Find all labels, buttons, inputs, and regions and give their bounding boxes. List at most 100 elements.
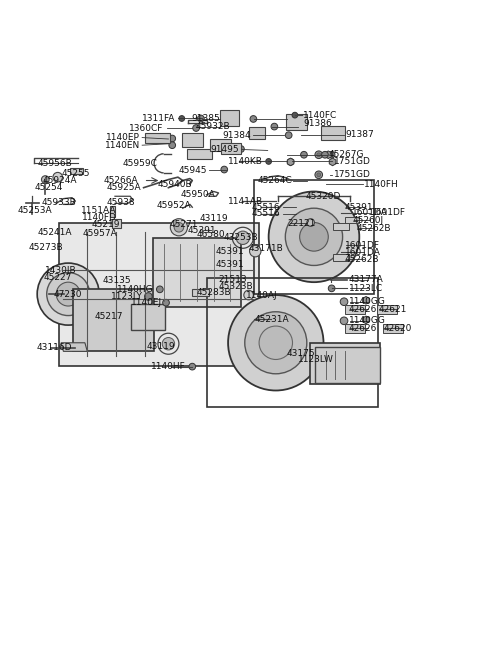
Text: 91385: 91385	[191, 115, 220, 123]
FancyBboxPatch shape	[315, 347, 380, 383]
Circle shape	[300, 151, 307, 158]
FancyBboxPatch shape	[333, 223, 349, 230]
Text: 45255: 45255	[61, 170, 90, 178]
Text: 45254: 45254	[35, 183, 63, 192]
Text: 45391: 45391	[215, 260, 244, 269]
Circle shape	[250, 116, 257, 122]
Circle shape	[266, 159, 272, 164]
FancyBboxPatch shape	[110, 206, 116, 217]
Polygon shape	[61, 343, 87, 351]
Text: 45260J: 45260J	[352, 215, 383, 225]
Text: 1141AB: 1141AB	[228, 196, 263, 206]
FancyBboxPatch shape	[210, 138, 231, 151]
FancyBboxPatch shape	[333, 255, 349, 261]
Circle shape	[189, 364, 196, 370]
Text: 1140FD: 1140FD	[82, 214, 117, 222]
Text: 45391: 45391	[215, 247, 244, 255]
Text: 45241A: 45241A	[37, 227, 72, 236]
Circle shape	[163, 299, 169, 306]
FancyBboxPatch shape	[220, 110, 239, 126]
Text: 45264C: 45264C	[258, 176, 292, 185]
Circle shape	[322, 151, 328, 158]
FancyBboxPatch shape	[286, 114, 307, 130]
Text: 45283B: 45283B	[197, 288, 232, 297]
Text: 42626: 42626	[349, 324, 377, 333]
FancyBboxPatch shape	[131, 304, 165, 330]
Circle shape	[307, 219, 314, 227]
Circle shape	[156, 286, 163, 293]
Text: 45217: 45217	[95, 312, 123, 320]
FancyBboxPatch shape	[70, 168, 83, 174]
FancyBboxPatch shape	[321, 126, 345, 140]
Text: 91386: 91386	[303, 119, 332, 128]
Text: 1140HG: 1140HG	[117, 285, 153, 294]
Text: 43253B: 43253B	[223, 233, 258, 242]
Text: 43135: 43135	[103, 276, 131, 285]
Text: 91387: 91387	[345, 130, 374, 139]
Text: 1140EN: 1140EN	[105, 141, 140, 150]
Circle shape	[198, 115, 204, 122]
Text: 1123LC: 1123LC	[349, 284, 383, 293]
Text: 45932B: 45932B	[196, 122, 230, 131]
Circle shape	[228, 295, 324, 390]
Text: 45945: 45945	[178, 166, 206, 174]
Circle shape	[259, 326, 292, 360]
Text: 1123LW: 1123LW	[298, 356, 334, 364]
FancyBboxPatch shape	[112, 219, 121, 228]
Circle shape	[245, 312, 307, 374]
Circle shape	[236, 231, 250, 244]
Circle shape	[292, 112, 298, 118]
Text: 45323B: 45323B	[218, 282, 253, 291]
Circle shape	[41, 176, 49, 183]
FancyBboxPatch shape	[192, 289, 209, 297]
Text: 1123LY: 1123LY	[111, 293, 143, 301]
Text: 45267G: 45267G	[328, 150, 364, 159]
Text: 1140EJ: 1140EJ	[131, 298, 162, 307]
Circle shape	[169, 135, 176, 142]
Text: 47230: 47230	[54, 290, 83, 299]
Text: 45516: 45516	[252, 203, 281, 212]
FancyBboxPatch shape	[145, 133, 170, 143]
Circle shape	[317, 153, 321, 157]
Circle shape	[300, 223, 328, 251]
Text: 45273B: 45273B	[29, 243, 63, 252]
FancyBboxPatch shape	[59, 223, 259, 365]
Text: 1751GD: 1751GD	[334, 170, 371, 179]
Text: 21513: 21513	[218, 275, 247, 284]
Circle shape	[250, 246, 261, 257]
Text: 45227: 45227	[44, 273, 72, 282]
Text: 1140FH: 1140FH	[364, 180, 399, 189]
Circle shape	[287, 159, 294, 165]
Text: 1360CF: 1360CF	[129, 124, 164, 133]
Text: 1601DA: 1601DA	[345, 248, 381, 257]
FancyBboxPatch shape	[310, 343, 380, 384]
Text: 1140HF: 1140HF	[151, 362, 186, 371]
FancyBboxPatch shape	[153, 238, 241, 307]
Circle shape	[162, 337, 175, 350]
Text: 91495: 91495	[210, 145, 239, 154]
FancyBboxPatch shape	[187, 149, 212, 159]
FancyBboxPatch shape	[345, 217, 359, 223]
Text: 1430JB: 1430JB	[45, 266, 77, 274]
Text: 45938: 45938	[107, 198, 135, 207]
Circle shape	[144, 293, 152, 300]
Circle shape	[269, 191, 360, 282]
Text: 45950A: 45950A	[180, 191, 215, 199]
FancyBboxPatch shape	[345, 324, 364, 333]
Text: 45924A: 45924A	[42, 176, 77, 185]
Circle shape	[285, 132, 292, 138]
Text: 1140KB: 1140KB	[228, 157, 263, 166]
Circle shape	[238, 145, 244, 153]
Text: 1751GD: 1751GD	[334, 157, 371, 166]
Text: 43171B: 43171B	[249, 244, 283, 253]
Circle shape	[340, 298, 348, 305]
Text: 45933B: 45933B	[42, 198, 77, 207]
FancyBboxPatch shape	[377, 305, 397, 314]
Text: 1140GG: 1140GG	[349, 316, 386, 326]
Text: 45516: 45516	[252, 210, 281, 218]
Text: 45253A: 45253A	[17, 206, 52, 215]
Text: 45940B: 45940B	[157, 180, 192, 189]
Text: 45231A: 45231A	[254, 315, 289, 324]
Circle shape	[328, 285, 335, 291]
FancyBboxPatch shape	[249, 127, 265, 140]
